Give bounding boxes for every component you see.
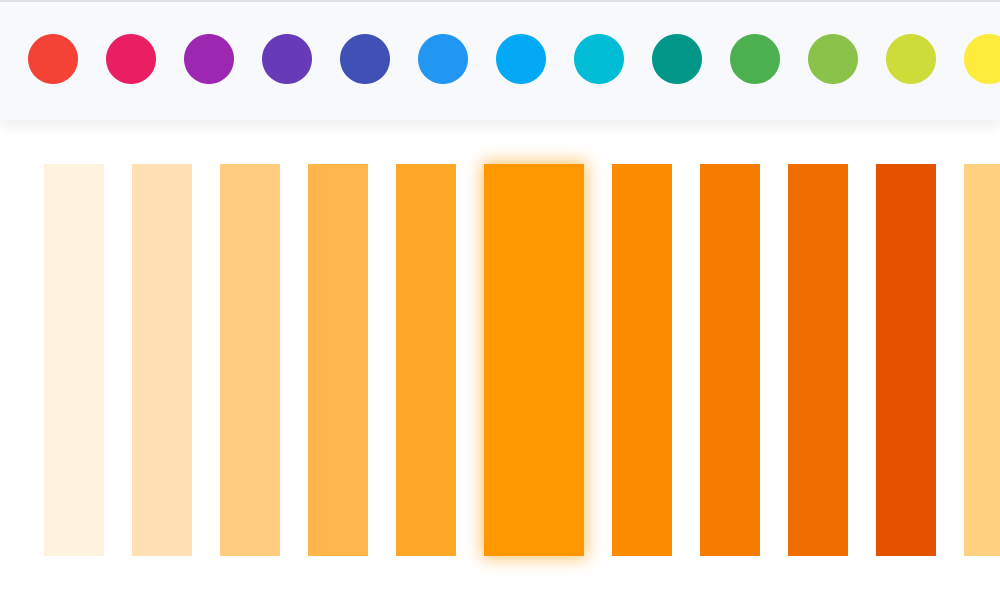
hue-swatch-blue[interactable]	[418, 34, 468, 84]
shade-swatch[interactable]	[964, 164, 1000, 556]
shade-swatch[interactable]	[876, 164, 936, 556]
hue-swatch-light-blue[interactable]	[496, 34, 546, 84]
shade-swatch[interactable]	[132, 164, 192, 556]
hue-swatch-teal[interactable]	[652, 34, 702, 84]
hue-swatch-yellow[interactable]	[964, 34, 1000, 84]
hue-swatch-pink[interactable]	[106, 34, 156, 84]
shade-swatch[interactable]	[220, 164, 280, 556]
hue-swatch-purple[interactable]	[184, 34, 234, 84]
hue-swatch-red[interactable]	[28, 34, 78, 84]
shade-swatch[interactable]	[396, 164, 456, 556]
shade-swatch[interactable]	[788, 164, 848, 556]
shade-swatch[interactable]	[308, 164, 368, 556]
shade-swatch[interactable]	[700, 164, 760, 556]
hue-swatch-cyan[interactable]	[574, 34, 624, 84]
top-border	[0, 0, 1000, 2]
hue-swatch-deep-purple[interactable]	[262, 34, 312, 84]
hue-swatch-lime[interactable]	[886, 34, 936, 84]
hue-swatch-green[interactable]	[730, 34, 780, 84]
hue-swatch-light-green[interactable]	[808, 34, 858, 84]
shade-swatch[interactable]	[612, 164, 672, 556]
hue-palette-bar	[0, 2, 1000, 120]
shade-swatch-selected[interactable]	[484, 164, 584, 556]
hue-swatch-indigo[interactable]	[340, 34, 390, 84]
shade-swatch[interactable]	[44, 164, 104, 556]
